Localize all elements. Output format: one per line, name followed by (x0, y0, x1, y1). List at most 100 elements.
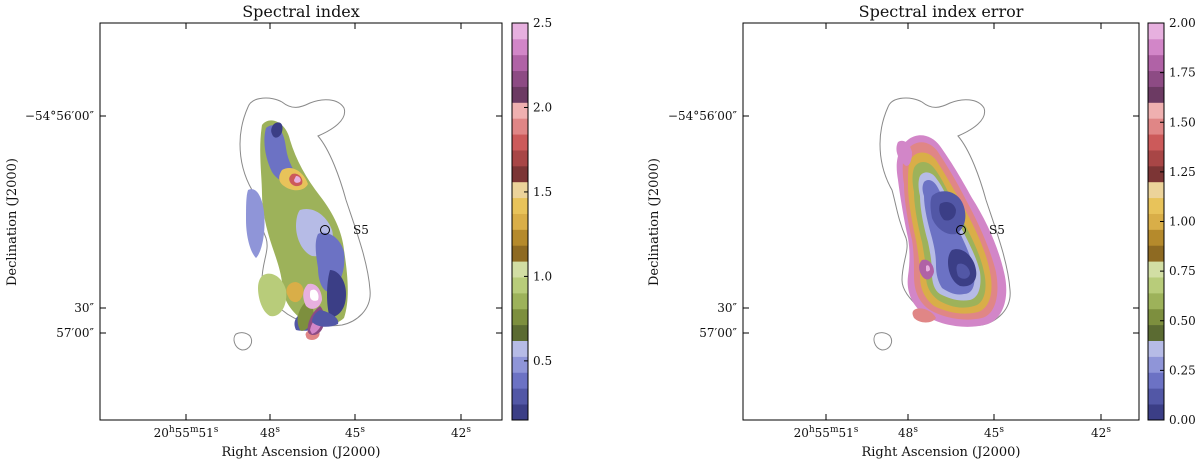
colorbar-segment (1148, 197, 1164, 214)
color-fill-a (246, 120, 348, 340)
plot-frame (99, 22, 503, 421)
colorbar-segment (512, 229, 528, 246)
colorbar-tick-label: 1.5 (533, 185, 552, 199)
colorbar-segment (512, 23, 528, 40)
colorbar-segment (512, 324, 528, 341)
colorbar-tick-label: 1.0 (533, 269, 552, 283)
colorbar-segment (1148, 308, 1164, 326)
x-tick-label: 42s (451, 425, 471, 440)
colorbar-segment (1148, 356, 1164, 373)
y-tick-label: −54°56′00″ (668, 109, 738, 123)
annotation-s5: S5 (989, 223, 1005, 237)
colorbar-segment (1148, 292, 1164, 310)
colorbar-segment (1148, 70, 1164, 87)
x-tick-label: 20h55m51s (154, 425, 219, 440)
colorbar-tick-label: 0.5 (533, 354, 552, 368)
colorbar-tick-label: 1.00 (1169, 215, 1196, 229)
colorbar-segment (1148, 118, 1164, 135)
x-tick-label: 45s (345, 425, 365, 440)
colorbar-segment (512, 118, 528, 135)
colorbar-segment (1148, 181, 1164, 199)
y-tick-label: 57′00″ (699, 326, 737, 340)
colorbar-segment (512, 134, 528, 151)
color-fill-b (896, 135, 1007, 327)
colorbar-segment (1148, 134, 1164, 151)
colorbar: 0.5 1.0 1.5 2.0 2.5 (511, 16, 552, 421)
colorbar-segment (512, 277, 528, 294)
y-tick-label: −54°56′00″ (25, 109, 95, 123)
source-map (873, 97, 1011, 351)
colorbar-segment (1148, 340, 1164, 357)
colorbar-segment (512, 245, 528, 262)
x-tick-label: 48s (260, 425, 280, 440)
colorbar-segment (512, 150, 528, 167)
colorbar-segment (512, 213, 528, 230)
x-tick-label: 45s (984, 425, 1004, 440)
colorbar-segment (512, 388, 528, 405)
spectral-index-error-panel: Spectral index error S5 (647, 2, 1196, 460)
colorbar-segment (1148, 102, 1164, 119)
colorbar-segment (1148, 54, 1164, 72)
small-contour (873, 332, 893, 351)
y-axis-label: Declination (J2000) (5, 158, 20, 286)
y-tick-label: 30″ (74, 301, 94, 315)
colorbar-tick-label: 0.50 (1169, 314, 1196, 328)
x-ticks: 20h55m51s 48s 45s 42s (154, 23, 471, 440)
colorbar-segment (1148, 229, 1164, 246)
colorbar-segment (1148, 23, 1164, 40)
colorbar-tick-label: 0.75 (1169, 264, 1196, 278)
colorbar-tick-label: 2.5 (533, 16, 552, 30)
x-axis-label: Right Ascension (J2000) (221, 445, 380, 460)
colorbar-frame (511, 22, 529, 421)
colorbar-segment (512, 86, 528, 103)
y-axis-label: Declination (J2000) (647, 158, 662, 286)
colorbar-segment (512, 102, 528, 119)
colorbar-segment (512, 356, 528, 373)
source-marker-s5 (320, 225, 330, 235)
colorbar-segment (512, 261, 528, 278)
colorbar-segment (512, 54, 528, 72)
colorbar-segment (1148, 38, 1164, 56)
colorbar-tick-label: 2.00 (1169, 16, 1196, 30)
colorbar-segment (1148, 324, 1164, 341)
chart-title: Spectral index (242, 2, 360, 21)
colorbar-segment (1148, 261, 1164, 278)
chart-title: Spectral index error (859, 2, 1024, 21)
annotation-s5: S5 (353, 223, 369, 237)
colorbar-segment (512, 308, 528, 326)
plot-frame (742, 22, 1140, 421)
colorbar-segment (1148, 245, 1164, 262)
colorbar-segment (512, 340, 528, 357)
x-ticks: 20h55m51s 48s 45s 42s (794, 23, 1111, 440)
small-contour (233, 332, 253, 351)
y-ticks: −54°56′00″ 30″ 57′00″ (668, 109, 1139, 340)
colorbar-segment (512, 70, 528, 87)
colorbar-segment (1148, 404, 1164, 421)
outer-contour (879, 97, 1011, 327)
colorbar-tick-label: 0.00 (1169, 413, 1196, 427)
colorbar-segment (1148, 165, 1164, 183)
y-ticks: −54°56′00″ 30″ 57′00″ (25, 109, 502, 340)
source-marker-s5 (956, 225, 966, 235)
colorbar-tick-label: 0.25 (1169, 363, 1196, 377)
colorbar-segment (512, 181, 528, 199)
spectral-index-panel: Spectral index (5, 2, 552, 460)
colorbar-segment (1148, 277, 1164, 294)
colorbar-tick-label: 1.50 (1169, 115, 1196, 129)
x-axis-label: Right Ascension (J2000) (861, 445, 1020, 460)
colorbar-tick-label: 1.75 (1169, 66, 1196, 80)
x-tick-label: 20h55m51s (794, 425, 859, 440)
x-tick-label: 48s (898, 425, 918, 440)
colorbar-segment (1148, 150, 1164, 167)
colorbar-segment (1148, 213, 1164, 230)
source-map (233, 97, 371, 351)
colorbar-segment (512, 404, 528, 421)
y-tick-label: 57′00″ (56, 326, 94, 340)
colorbar-tick-label: 2.0 (533, 100, 552, 114)
colorbar-segment (1148, 86, 1164, 103)
colorbar-segment (512, 38, 528, 56)
colorbar-segment (512, 197, 528, 214)
x-tick-label: 42s (1091, 425, 1111, 440)
colorbar-tick-label: 1.25 (1169, 165, 1196, 179)
